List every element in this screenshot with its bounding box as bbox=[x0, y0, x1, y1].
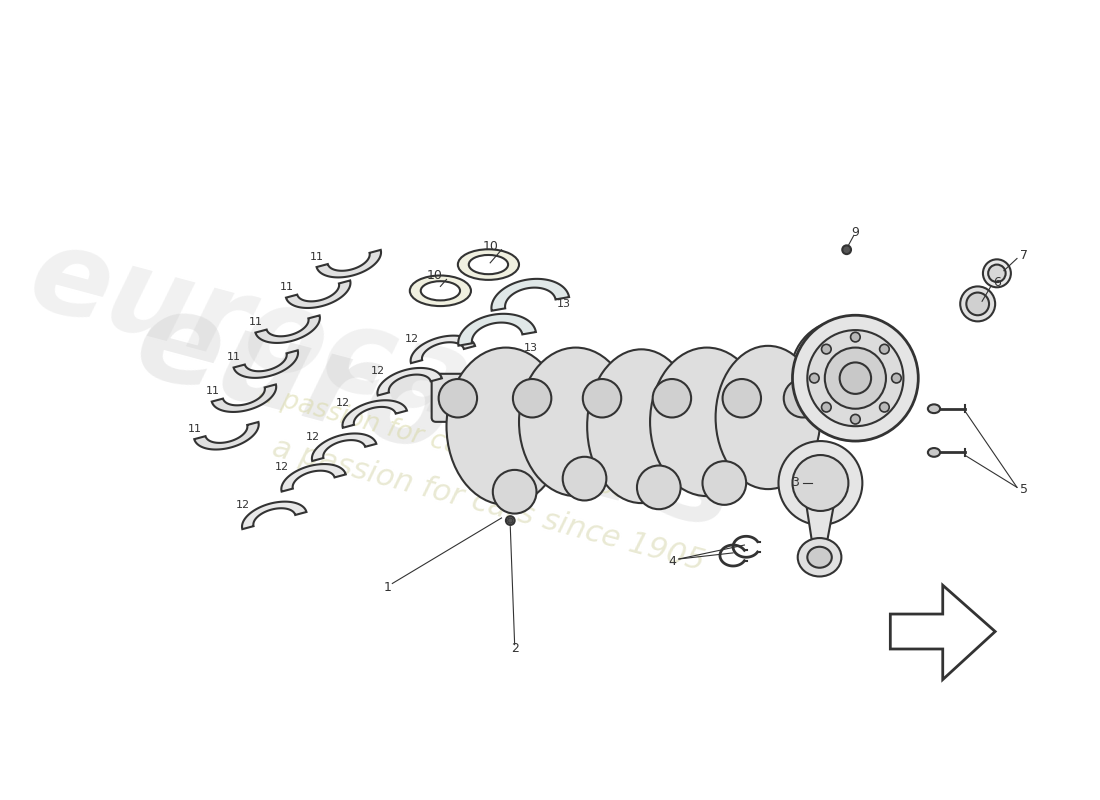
Polygon shape bbox=[317, 250, 381, 278]
Ellipse shape bbox=[703, 461, 746, 505]
Polygon shape bbox=[233, 350, 298, 378]
Ellipse shape bbox=[716, 346, 821, 489]
Ellipse shape bbox=[822, 402, 832, 412]
Text: 6: 6 bbox=[993, 275, 1001, 289]
Text: 12: 12 bbox=[235, 500, 250, 510]
Polygon shape bbox=[410, 336, 475, 363]
Polygon shape bbox=[492, 279, 569, 310]
Ellipse shape bbox=[783, 379, 822, 418]
Polygon shape bbox=[312, 434, 376, 461]
Ellipse shape bbox=[650, 347, 763, 496]
Ellipse shape bbox=[872, 338, 881, 346]
Polygon shape bbox=[342, 400, 407, 428]
Ellipse shape bbox=[420, 281, 460, 301]
Ellipse shape bbox=[807, 330, 903, 426]
Text: a passion for cars since 1905: a passion for cars since 1905 bbox=[270, 433, 707, 577]
Ellipse shape bbox=[928, 404, 940, 413]
Ellipse shape bbox=[519, 347, 632, 496]
Ellipse shape bbox=[493, 470, 537, 514]
Text: 11: 11 bbox=[279, 282, 294, 292]
Text: 13: 13 bbox=[524, 342, 538, 353]
Ellipse shape bbox=[826, 354, 865, 393]
Text: 11: 11 bbox=[310, 252, 324, 262]
Text: 3: 3 bbox=[791, 477, 799, 490]
Ellipse shape bbox=[513, 379, 551, 418]
Text: 9: 9 bbox=[851, 226, 859, 238]
Ellipse shape bbox=[840, 324, 849, 333]
Polygon shape bbox=[195, 422, 258, 450]
Ellipse shape bbox=[886, 370, 894, 378]
Ellipse shape bbox=[983, 259, 1011, 287]
Ellipse shape bbox=[652, 379, 691, 418]
Text: eurocars: eurocars bbox=[123, 279, 749, 555]
FancyBboxPatch shape bbox=[431, 374, 851, 422]
Ellipse shape bbox=[792, 455, 848, 511]
Ellipse shape bbox=[447, 347, 565, 505]
Text: 12: 12 bbox=[275, 462, 289, 472]
Ellipse shape bbox=[807, 546, 832, 568]
Ellipse shape bbox=[410, 275, 471, 306]
Ellipse shape bbox=[850, 332, 860, 342]
Ellipse shape bbox=[508, 518, 513, 523]
Ellipse shape bbox=[825, 347, 886, 409]
Text: 12: 12 bbox=[405, 334, 418, 344]
Polygon shape bbox=[377, 368, 442, 395]
Text: 4: 4 bbox=[669, 555, 676, 568]
Ellipse shape bbox=[723, 379, 761, 418]
Text: 10: 10 bbox=[482, 240, 498, 253]
Polygon shape bbox=[282, 464, 345, 491]
Ellipse shape bbox=[880, 344, 889, 354]
Ellipse shape bbox=[583, 379, 621, 418]
Ellipse shape bbox=[808, 402, 817, 410]
Ellipse shape bbox=[840, 415, 849, 423]
Ellipse shape bbox=[779, 441, 862, 525]
Ellipse shape bbox=[439, 379, 477, 418]
Ellipse shape bbox=[928, 448, 940, 457]
Ellipse shape bbox=[843, 246, 851, 254]
Ellipse shape bbox=[850, 414, 860, 424]
Ellipse shape bbox=[892, 374, 901, 383]
Text: 11: 11 bbox=[206, 386, 219, 396]
Ellipse shape bbox=[960, 286, 996, 322]
Polygon shape bbox=[255, 315, 320, 343]
Ellipse shape bbox=[872, 402, 881, 410]
Ellipse shape bbox=[839, 362, 871, 394]
Polygon shape bbox=[459, 314, 536, 346]
Ellipse shape bbox=[458, 250, 519, 280]
Ellipse shape bbox=[563, 457, 606, 501]
Ellipse shape bbox=[637, 466, 681, 510]
Ellipse shape bbox=[822, 344, 832, 354]
Ellipse shape bbox=[808, 338, 817, 346]
Ellipse shape bbox=[587, 350, 695, 503]
Ellipse shape bbox=[808, 337, 881, 410]
Text: 11: 11 bbox=[249, 318, 263, 327]
Text: 12: 12 bbox=[306, 432, 320, 442]
Ellipse shape bbox=[880, 402, 889, 412]
Text: eurocars: eurocars bbox=[18, 217, 609, 478]
Ellipse shape bbox=[795, 370, 804, 378]
Text: 11: 11 bbox=[188, 424, 202, 434]
Ellipse shape bbox=[988, 265, 1005, 282]
Ellipse shape bbox=[506, 516, 515, 525]
Ellipse shape bbox=[966, 293, 989, 315]
Polygon shape bbox=[242, 502, 307, 529]
Polygon shape bbox=[286, 281, 351, 308]
Text: 10: 10 bbox=[427, 270, 443, 282]
Text: 1: 1 bbox=[384, 582, 392, 594]
Text: 12: 12 bbox=[371, 366, 385, 376]
Text: 11: 11 bbox=[228, 352, 241, 362]
Ellipse shape bbox=[791, 320, 899, 428]
Ellipse shape bbox=[792, 315, 918, 441]
Text: 13: 13 bbox=[557, 299, 571, 309]
Text: 5: 5 bbox=[1020, 482, 1027, 496]
Ellipse shape bbox=[469, 255, 508, 274]
Polygon shape bbox=[803, 483, 838, 540]
Polygon shape bbox=[211, 385, 276, 412]
Ellipse shape bbox=[798, 538, 842, 577]
Text: 12: 12 bbox=[337, 398, 351, 409]
Text: a passion for cars since 1905: a passion for cars since 1905 bbox=[255, 382, 635, 506]
Text: 7: 7 bbox=[1020, 250, 1027, 262]
Text: 2: 2 bbox=[510, 642, 518, 655]
Ellipse shape bbox=[810, 374, 820, 383]
